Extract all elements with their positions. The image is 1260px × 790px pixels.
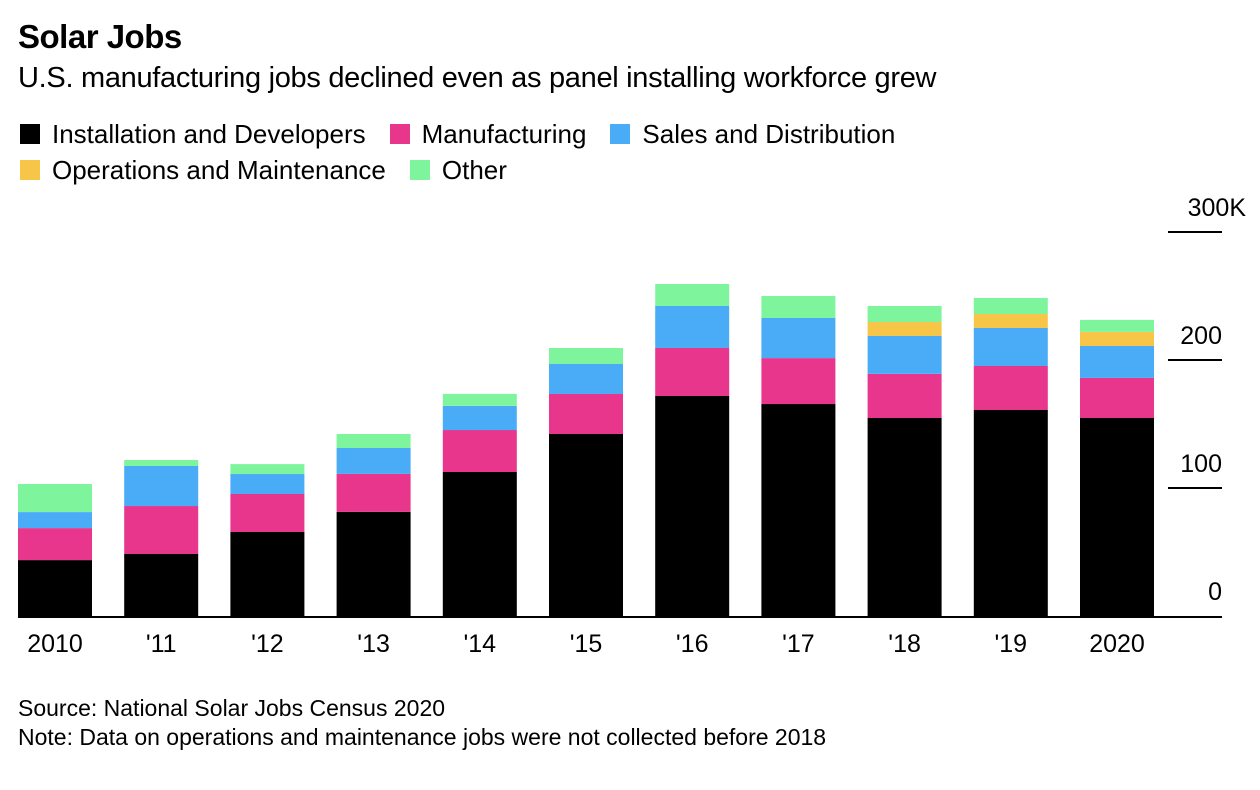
- bar-segment-sales-and-distribution-16: [655, 306, 730, 348]
- bar-segment-sales-and-distribution-2020: [1080, 345, 1154, 378]
- legend-row-2: Operations and Maintenance Other: [20, 152, 1120, 188]
- y-tick-label: 200: [1180, 322, 1222, 350]
- x-tick-label: '19: [995, 630, 1028, 658]
- bar-segment-other-19: [973, 298, 1048, 314]
- x-tick-label: '15: [570, 630, 603, 658]
- legend-swatch-sales: [610, 124, 631, 144]
- legend-swatch-manufacturing: [389, 124, 410, 144]
- legend-item-manufacturing: Manufacturing: [389, 118, 587, 150]
- bar-segment-other-13: [336, 434, 411, 448]
- legend-label-sales: Sales and Distribution: [642, 118, 896, 149]
- source-note: Source: National Solar Jobs Census 2020: [18, 695, 446, 721]
- bar-segment-sales-and-distribution-17: [761, 318, 836, 359]
- x-tick-label: '14: [464, 630, 497, 658]
- legend-item-sales: Sales and Distribution: [610, 119, 895, 150]
- bar-segment-sales-and-distribution-14: [442, 406, 517, 431]
- bar-segment-other-16: [655, 284, 730, 306]
- bar-segment-other-18: [867, 306, 942, 322]
- bar-segment-installation-and-developers-13: [336, 511, 411, 616]
- legend-swatch-installation: [20, 124, 40, 144]
- bar-segment-manufacturing-16: [655, 348, 730, 396]
- x-tick-label: '17: [782, 630, 815, 658]
- bar-segment-installation-and-developers-18: [867, 418, 942, 616]
- bar-segment-manufacturing-12: [230, 494, 305, 532]
- bar-segment-sales-and-distribution-19: [973, 328, 1048, 366]
- x-tick-label: '18: [888, 630, 921, 658]
- x-tick-label: 2010: [27, 630, 83, 658]
- bar-segment-manufacturing-2010: [18, 528, 92, 561]
- bar-segment-installation-and-developers-14: [442, 472, 517, 616]
- legend-label-other: Other: [441, 154, 507, 185]
- bar-segment-manufacturing-2020: [1080, 377, 1154, 418]
- legend-label-operations: Operations and Maintenance: [52, 154, 386, 185]
- legend-item-other: Other: [409, 154, 507, 186]
- chart-footer: Source: National Solar Jobs Census 2020 …: [18, 694, 826, 752]
- data-note: Note: Data on operations and maintenance…: [18, 724, 827, 750]
- legend-label-installation: Installation and Developers: [52, 118, 366, 149]
- chart-subtitle: U.S. manufacturing jobs declined even as…: [18, 62, 937, 94]
- legend-row-1: Installation and Developers Manufacturin…: [20, 116, 1120, 152]
- bar-segment-other-15: [549, 348, 623, 364]
- bar-segment-other-12: [230, 464, 305, 475]
- bar-segment-manufacturing-17: [761, 358, 836, 405]
- bar-segment-sales-and-distribution-13: [336, 447, 411, 474]
- legend-label-manufacturing: Manufacturing: [421, 118, 587, 149]
- bar-segment-sales-and-distribution-11: [124, 466, 199, 507]
- bar-segment-installation-and-developers-15: [549, 434, 623, 616]
- legend-item-installation: Installation and Developers: [20, 119, 366, 150]
- chart-title: Solar Jobs: [18, 18, 182, 55]
- bar-segment-other-11: [124, 460, 199, 466]
- bar-segment-manufacturing-13: [336, 473, 411, 512]
- bar-segment-sales-and-distribution-12: [230, 474, 305, 494]
- x-tick-label: '13: [357, 630, 390, 658]
- bar-segment-operations-and-maintenance-19: [973, 314, 1048, 328]
- bar-segment-other-2010: [18, 484, 92, 512]
- bar-segment-manufacturing-15: [549, 393, 623, 434]
- legend-swatch-operations: [20, 160, 40, 180]
- x-tick-label: '11: [146, 630, 177, 658]
- legend-swatch-other: [409, 160, 430, 180]
- legend: Installation and Developers Manufacturin…: [20, 116, 1120, 188]
- bar-segment-operations-and-maintenance-2020: [1080, 332, 1154, 346]
- bar-segment-installation-and-developers-2010: [18, 560, 92, 616]
- bar-segment-installation-and-developers-2020: [1080, 418, 1154, 616]
- bar-segment-manufacturing-11: [124, 506, 199, 554]
- x-tick-label: '12: [251, 630, 284, 658]
- bar-segment-installation-and-developers-12: [230, 532, 305, 616]
- bar-segment-installation-and-developers-17: [761, 404, 836, 616]
- bar-segment-installation-and-developers-19: [973, 410, 1048, 616]
- bar-segment-sales-and-distribution-18: [867, 335, 942, 374]
- bar-segment-installation-and-developers-16: [655, 396, 730, 616]
- bar-segment-other-14: [442, 393, 517, 406]
- bar-segment-manufacturing-14: [442, 430, 517, 472]
- y-tick-label: 300K: [1188, 194, 1247, 222]
- y-tick-label: 100: [1180, 450, 1222, 478]
- bar-segment-other-2020: [1080, 319, 1154, 332]
- x-tick-label: '16: [676, 630, 709, 658]
- bar-segment-manufacturing-18: [867, 374, 942, 418]
- x-tick-label: 2020: [1089, 630, 1145, 658]
- legend-item-operations: Operations and Maintenance: [20, 155, 386, 186]
- bar-segment-installation-and-developers-11: [124, 554, 199, 616]
- bar-segment-sales-and-distribution-2010: [18, 512, 92, 529]
- bar-segment-sales-and-distribution-15: [549, 364, 623, 394]
- y-tick-label: 0: [1208, 578, 1222, 606]
- bar-segment-other-17: [761, 296, 836, 318]
- bar-segment-operations-and-maintenance-18: [867, 322, 942, 336]
- bar-segment-manufacturing-19: [973, 366, 1048, 410]
